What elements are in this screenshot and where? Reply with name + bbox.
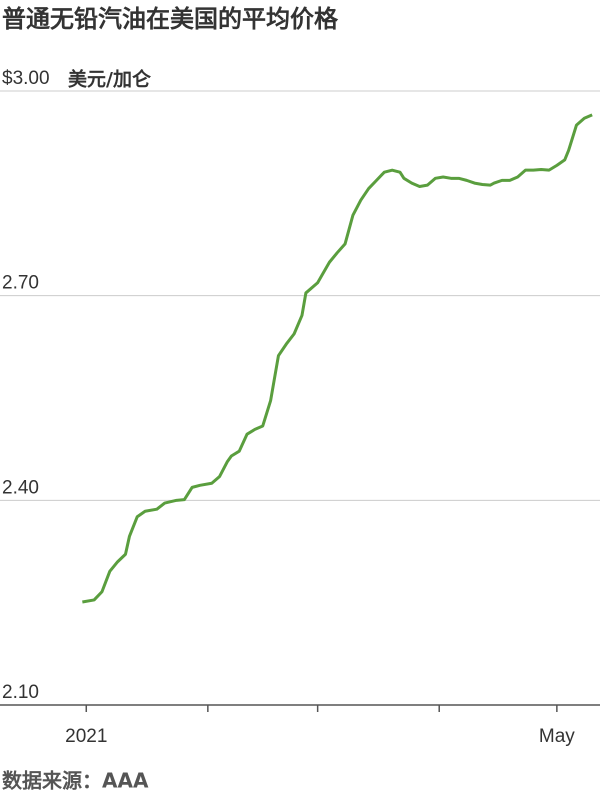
price-line (82, 113, 593, 604)
y-tick-label: 2.10 (2, 682, 39, 703)
source: 数据来源：AAA (2, 769, 149, 793)
y-tick-label: 2.40 (2, 477, 39, 498)
y-axis-label: 美元/加仑 (68, 68, 152, 91)
x-tick-label: May (539, 726, 575, 747)
y-tick-label: 2.70 (2, 273, 39, 294)
chart-title: 普通无铅汽油在美国的平均价格 (2, 5, 339, 33)
y-tick-label: $3.00 (2, 68, 50, 89)
x-tick-label: 2021 (65, 726, 107, 747)
